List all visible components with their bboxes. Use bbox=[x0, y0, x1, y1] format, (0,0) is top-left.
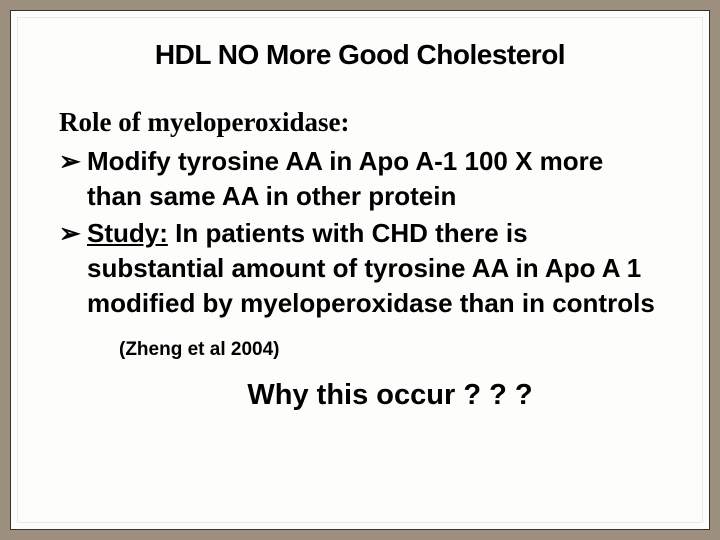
study-label: Study: bbox=[87, 218, 168, 248]
slide-title: HDL NO More Good Cholesterol bbox=[59, 39, 661, 71]
citation: (Zheng et al 2004) bbox=[119, 339, 661, 361]
question-text: Why this occur ? ? ? bbox=[119, 379, 661, 412]
bullet-item: Study: In patients with CHD there is sub… bbox=[59, 216, 661, 321]
bullet-text: In patients with CHD there is substantia… bbox=[87, 218, 655, 318]
bullet-text: Modify tyrosine AA in Apo A-1 100 X more… bbox=[87, 146, 603, 211]
bullet-item: Modify tyrosine AA in Apo A-1 100 X more… bbox=[59, 144, 661, 214]
slide-subtitle: Role of myeloperoxidase: bbox=[59, 107, 661, 138]
slide-container: HDL NO More Good Cholesterol Role of mye… bbox=[10, 10, 710, 530]
bullet-list: Modify tyrosine AA in Apo A-1 100 X more… bbox=[59, 144, 661, 321]
